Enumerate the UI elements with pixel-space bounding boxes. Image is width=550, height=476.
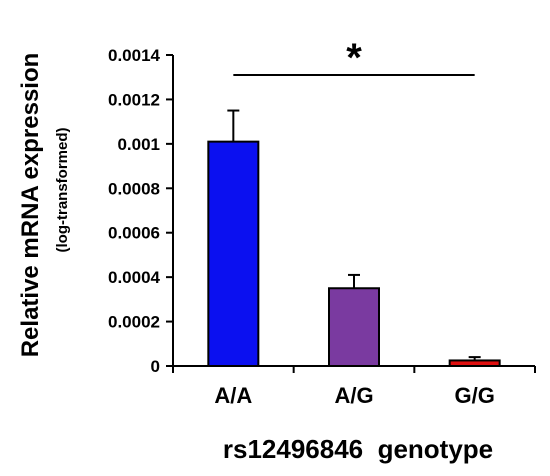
y-tick-label: 0.0004 (108, 268, 161, 287)
bar-ag (328, 287, 380, 367)
y-tick-label: 0.0008 (108, 179, 160, 198)
bar-gg (448, 359, 501, 368)
y-axis-subtitle: (log-transformed) (54, 128, 71, 253)
x-tick-label: A/G (334, 383, 373, 408)
y-tick-label: 0.0014 (108, 46, 161, 65)
y-tick-label: 0.0002 (108, 313, 160, 332)
y-tick-label: 0.0012 (108, 90, 160, 109)
x-ticks: A/A A/G G/G (172, 366, 536, 408)
x-tick-label: A/A (214, 383, 252, 408)
error-bars (227, 109, 481, 361)
y-tick-label: 0.001 (117, 135, 160, 154)
y-tick-label: 0 (151, 357, 160, 376)
bars (207, 140, 501, 368)
x-tick-label: G/G (454, 383, 494, 408)
y-tick-label: 0.0006 (108, 224, 160, 243)
y-axis-title: Relative mRNA expression (17, 53, 44, 358)
significance-annotation: * (233, 36, 475, 80)
x-axis-title: rs12496846 genotype (223, 434, 493, 464)
y-ticks: 0 0.0002 0.0004 0.0006 0.0008 0.001 0.0012 0.00… (108, 46, 173, 376)
bar-aa (207, 140, 260, 367)
significance-star: * (346, 36, 362, 80)
